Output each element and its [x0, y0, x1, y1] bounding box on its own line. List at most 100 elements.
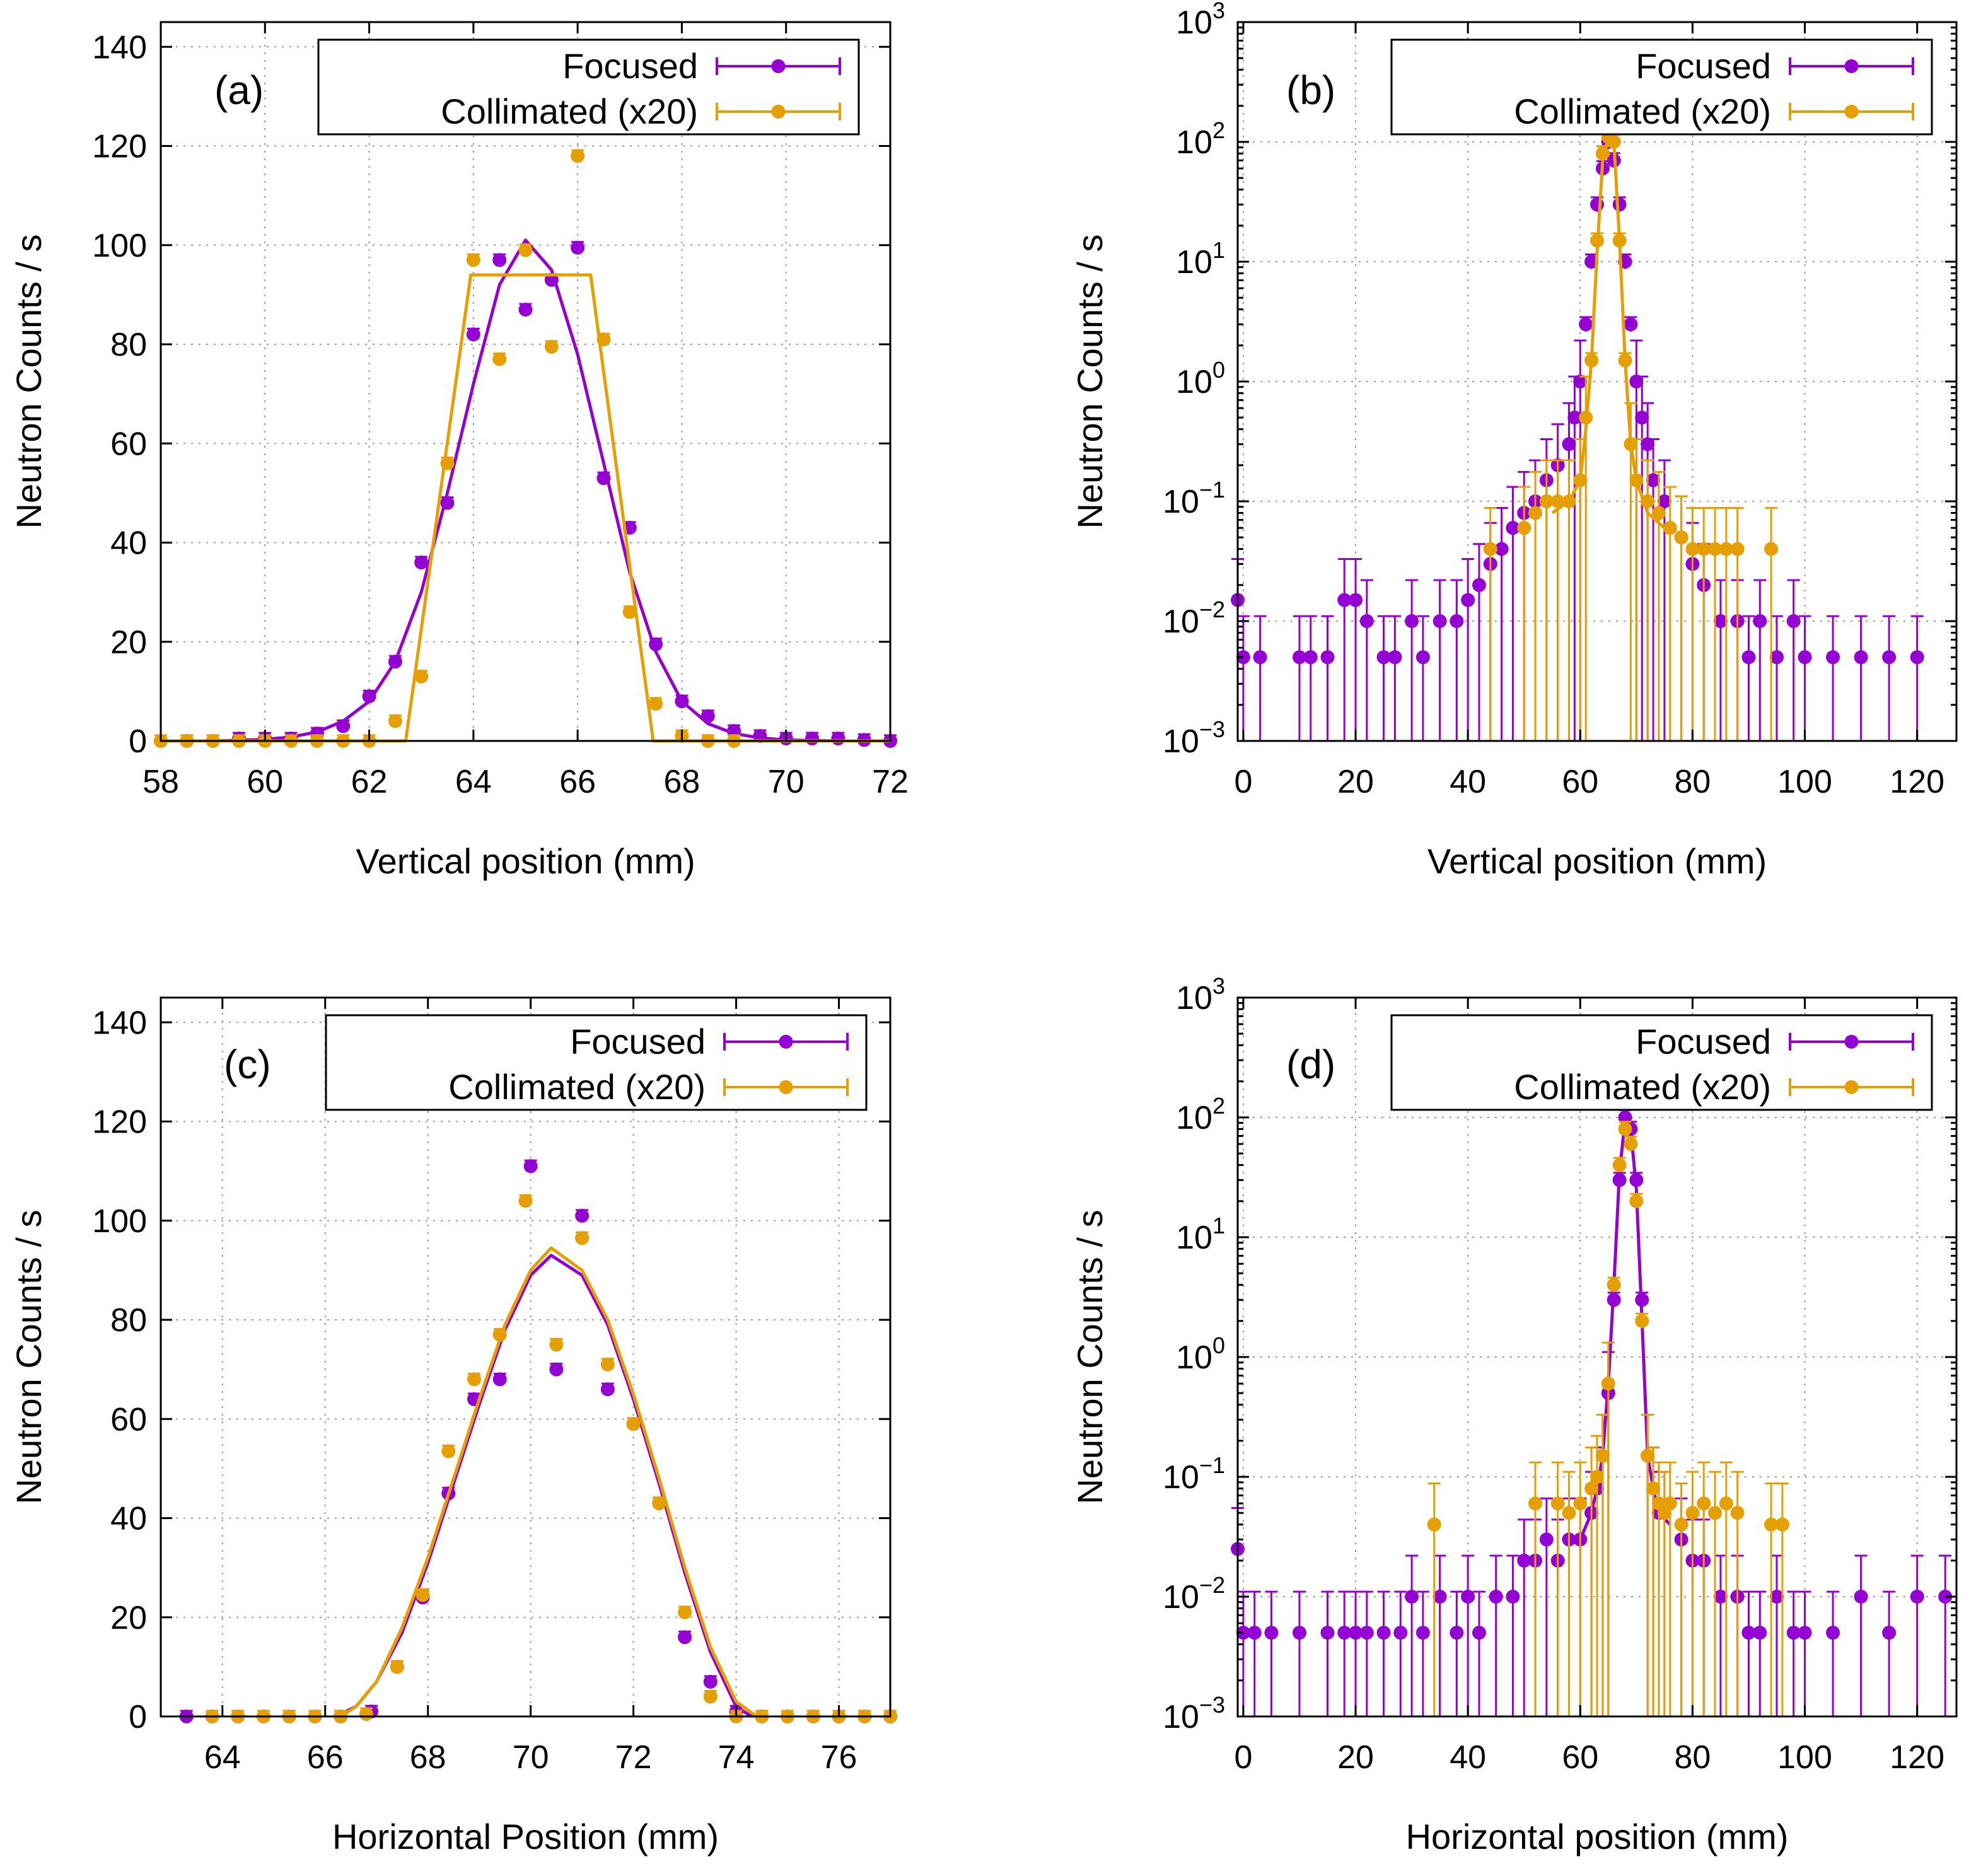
- x-tick-label: 70: [513, 1739, 549, 1776]
- data-point-collimated: [1708, 542, 1723, 556]
- data-point-focused: [414, 555, 429, 569]
- y-tick-label: 20: [110, 624, 147, 661]
- y-tick-label: 100: [1176, 357, 1225, 400]
- data-point-focused: [1264, 1626, 1279, 1640]
- x-tick-label: 72: [872, 764, 909, 800]
- legend-label: Focused: [562, 46, 698, 86]
- legend-box: [1390, 38, 1933, 136]
- x-tick-label: 64: [455, 764, 492, 800]
- data-point-collimated: [492, 1327, 507, 1342]
- data-point-focused: [1629, 375, 1644, 388]
- data-point-focused: [1405, 1590, 1419, 1604]
- x-tick-label: 58: [142, 764, 179, 800]
- legend-box: [317, 38, 860, 136]
- data-point-focused: [575, 1208, 590, 1223]
- data-point-focused: [1494, 542, 1509, 556]
- y-tick-label-exponent: 0: [1212, 357, 1225, 383]
- data-point-focused: [1303, 650, 1318, 665]
- data-point-collimated: [1483, 542, 1497, 556]
- y-tick-label: 10−2: [1163, 597, 1225, 640]
- data-point-collimated: [390, 1660, 404, 1674]
- legend-label: Collimated (x20): [441, 91, 698, 131]
- y-tick-label-exponent: −3: [1199, 1692, 1225, 1718]
- data-point-focused: [1882, 1626, 1897, 1640]
- data-point-collimated: [1595, 146, 1610, 161]
- y-tick-label: 20: [110, 1600, 147, 1636]
- chart-panel-c: 64 66 68 70 72 74 76 0 20 40 60 80 100 120 140 Horizont…: [9, 996, 897, 1856]
- data-point-collimated: [1517, 521, 1531, 535]
- data-point-collimated: [1624, 1137, 1638, 1151]
- y-tick-label: 103: [1176, 0, 1225, 41]
- data-point-collimated: [1764, 1517, 1779, 1532]
- data-point-focused: [492, 253, 507, 267]
- legend-marker-collimated: [779, 1080, 793, 1094]
- data-point-focused: [1337, 1626, 1352, 1640]
- data-point-collimated: [1607, 1278, 1621, 1292]
- data-point-focused: [1506, 521, 1520, 535]
- data-point-collimated: [1427, 1517, 1441, 1532]
- data-point-focused: [1910, 650, 1924, 665]
- y-tick-label-base: 10: [1163, 1579, 1199, 1616]
- data-point-collimated: [1528, 506, 1543, 520]
- y-tick-label: 0: [129, 1699, 147, 1735]
- panel-label: (a): [214, 67, 264, 113]
- x-tick-label: 68: [410, 1739, 446, 1776]
- x-tick-label: 70: [768, 764, 805, 800]
- x-tick-label: 60: [247, 764, 283, 800]
- data-point-collimated: [626, 1417, 641, 1431]
- data-point-focused: [1247, 1626, 1262, 1640]
- data-point-focused: [1450, 614, 1464, 628]
- data-point-focused: [1770, 650, 1784, 665]
- data-point-collimated: [1562, 1506, 1576, 1520]
- data-point-collimated: [1579, 411, 1593, 425]
- data-point-focused: [678, 1630, 692, 1645]
- data-point-focused: [1376, 650, 1391, 665]
- data-point-focused: [1629, 1173, 1644, 1187]
- y-tick-label: 140: [92, 29, 147, 66]
- data-point-focused: [596, 471, 611, 486]
- x-axis-label: Horizontal Position (mm): [332, 1817, 719, 1856]
- y-tick-label-exponent: 1: [1212, 237, 1225, 263]
- data-point-focused: [1292, 1626, 1306, 1640]
- data-point-focused: [1786, 614, 1801, 628]
- data-point-collimated: [1730, 1506, 1745, 1520]
- x-axis-label: Horizontal position (mm): [1406, 1817, 1789, 1856]
- data-point-focused: [1713, 1590, 1728, 1604]
- data-point-collimated: [1730, 542, 1745, 556]
- data-point-collimated: [1584, 1481, 1599, 1496]
- legend-box: [1390, 1014, 1933, 1111]
- x-tick-label: 68: [664, 764, 700, 800]
- data-point-focused: [1753, 614, 1767, 628]
- y-tick-label-exponent: −2: [1199, 597, 1225, 622]
- data-point-collimated: [1641, 1448, 1655, 1463]
- data-point-collimated: [1528, 1496, 1543, 1511]
- y-tick-label: 10−1: [1163, 1452, 1225, 1496]
- data-point-focused: [1461, 1590, 1475, 1604]
- legend-label: Collimated (x20): [1514, 1067, 1771, 1107]
- data-point-focused: [571, 240, 585, 255]
- series-collimated: [154, 149, 890, 748]
- data-point-focused: [362, 689, 376, 704]
- data-point-collimated: [622, 605, 637, 619]
- data-point-collimated: [1573, 1496, 1588, 1511]
- x-tick-label: 60: [1562, 764, 1598, 800]
- y-tick-label-base: 10: [1176, 980, 1212, 1017]
- y-tick-label-exponent: 0: [1212, 1332, 1225, 1358]
- data-point-collimated: [467, 1372, 482, 1387]
- data-point-focused: [1415, 650, 1430, 665]
- data-point-collimated: [703, 1689, 718, 1704]
- y-tick-label-base: 10: [1176, 364, 1212, 400]
- data-point-focused: [1405, 614, 1419, 628]
- legend-marker-focused: [771, 59, 786, 73]
- data-point-focused: [1641, 437, 1655, 452]
- data-point-collimated: [571, 149, 585, 163]
- data-point-focused: [492, 1372, 507, 1387]
- y-tick-label: 10−1: [1163, 477, 1225, 520]
- series-collimated: [205, 1194, 897, 1723]
- chart-panel-d: 0 20 40 60 80 100 12010−310−210−1100101102103H…: [1070, 973, 1958, 1856]
- data-point-focused: [1579, 317, 1593, 332]
- x-tick-label: 120: [1890, 764, 1944, 800]
- data-point-focused: [1292, 650, 1306, 665]
- legend-marker-focused: [1844, 59, 1859, 73]
- data-point-focused: [1376, 1626, 1391, 1640]
